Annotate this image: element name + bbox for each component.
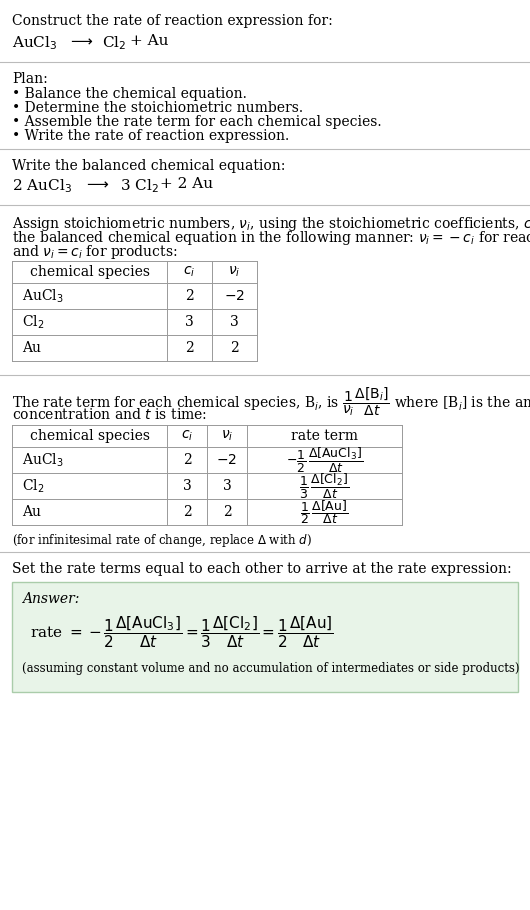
Text: • Assemble the rate term for each chemical species.: • Assemble the rate term for each chemic…: [12, 115, 382, 129]
Text: $-2$: $-2$: [224, 289, 245, 303]
Text: $\nu_i$: $\nu_i$: [228, 265, 241, 279]
Text: Cl$_2$: Cl$_2$: [102, 34, 126, 52]
Text: 2: 2: [183, 453, 191, 467]
Text: • Balance the chemical equation.: • Balance the chemical equation.: [12, 87, 247, 101]
Text: 3: 3: [223, 479, 232, 493]
Text: rate $= -\dfrac{1}{2}\dfrac{\Delta[\mathrm{AuCl_3}]}{\Delta t} = \dfrac{1}{3}\df: rate $= -\dfrac{1}{2}\dfrac{\Delta[\math…: [30, 614, 334, 650]
Text: Cl$_2$: Cl$_2$: [22, 313, 45, 330]
Text: (assuming constant volume and no accumulation of intermediates or side products): (assuming constant volume and no accumul…: [22, 662, 519, 675]
Text: Plan:: Plan:: [12, 72, 48, 86]
Text: $c_i$: $c_i$: [181, 429, 193, 443]
Text: Set the rate terms equal to each other to arrive at the rate expression:: Set the rate terms equal to each other t…: [12, 562, 511, 576]
Text: $\dfrac{1}{2}\,\dfrac{\Delta[\mathrm{Au}]}{\Delta t}$: $\dfrac{1}{2}\,\dfrac{\Delta[\mathrm{Au}…: [301, 498, 349, 526]
Text: $\longrightarrow$: $\longrightarrow$: [84, 177, 110, 191]
Text: concentration and $t$ is time:: concentration and $t$ is time:: [12, 407, 207, 422]
Text: AuCl$_3$: AuCl$_3$: [22, 288, 64, 305]
Text: 3: 3: [185, 315, 194, 329]
Text: The rate term for each chemical species, B$_i$, is $\dfrac{1}{\nu_i}\dfrac{\Delt: The rate term for each chemical species,…: [12, 385, 530, 418]
Text: and $\nu_i = c_i$ for products:: and $\nu_i = c_i$ for products:: [12, 243, 178, 261]
Text: 2: 2: [223, 505, 232, 519]
Text: Au: Au: [22, 341, 41, 355]
Text: 2 AuCl$_3$: 2 AuCl$_3$: [12, 177, 72, 195]
Text: 3: 3: [230, 315, 239, 329]
Text: $\longrightarrow$: $\longrightarrow$: [68, 34, 94, 48]
Bar: [12, 582, 518, 692]
Text: $\nu_i$: $\nu_i$: [221, 429, 233, 443]
Text: 2: 2: [185, 341, 194, 355]
Text: Answer:: Answer:: [22, 592, 80, 606]
Text: AuCl$_3$: AuCl$_3$: [12, 34, 58, 52]
Text: 3 Cl$_2$: 3 Cl$_2$: [120, 177, 159, 195]
Text: + Au: + Au: [130, 34, 169, 48]
Text: • Write the rate of reaction expression.: • Write the rate of reaction expression.: [12, 129, 289, 143]
Text: 2: 2: [183, 505, 191, 519]
Text: $c_i$: $c_i$: [183, 265, 196, 279]
Text: + 2 Au: + 2 Au: [160, 177, 213, 191]
Text: chemical species: chemical species: [30, 429, 149, 443]
Text: Write the balanced chemical equation:: Write the balanced chemical equation:: [12, 159, 285, 173]
Text: Assign stoichiometric numbers, $\nu_i$, using the stoichiometric coefficients, $: Assign stoichiometric numbers, $\nu_i$, …: [12, 215, 530, 233]
Text: $\dfrac{1}{3}\,\dfrac{\Delta[\mathrm{Cl_2}]}{\Delta t}$: $\dfrac{1}{3}\,\dfrac{\Delta[\mathrm{Cl_…: [299, 471, 350, 500]
Text: rate term: rate term: [291, 429, 358, 443]
Text: $-\dfrac{1}{2}\,\dfrac{\Delta[\mathrm{AuCl_3}]}{\Delta t}$: $-\dfrac{1}{2}\,\dfrac{\Delta[\mathrm{Au…: [286, 446, 363, 474]
Text: • Determine the stoichiometric numbers.: • Determine the stoichiometric numbers.: [12, 101, 303, 115]
Text: AuCl$_3$: AuCl$_3$: [22, 451, 64, 469]
Text: 2: 2: [230, 341, 239, 355]
Text: chemical species: chemical species: [30, 265, 149, 279]
Text: Au: Au: [22, 505, 41, 519]
Text: $-2$: $-2$: [216, 453, 237, 467]
Text: Cl$_2$: Cl$_2$: [22, 478, 45, 495]
Text: Construct the rate of reaction expression for:: Construct the rate of reaction expressio…: [12, 14, 333, 28]
Text: 3: 3: [183, 479, 191, 493]
Text: (for infinitesimal rate of change, replace $\Delta$ with $d$): (for infinitesimal rate of change, repla…: [12, 532, 312, 549]
Text: 2: 2: [185, 289, 194, 303]
Text: the balanced chemical equation in the following manner: $\nu_i = -c_i$ for react: the balanced chemical equation in the fo…: [12, 229, 530, 247]
